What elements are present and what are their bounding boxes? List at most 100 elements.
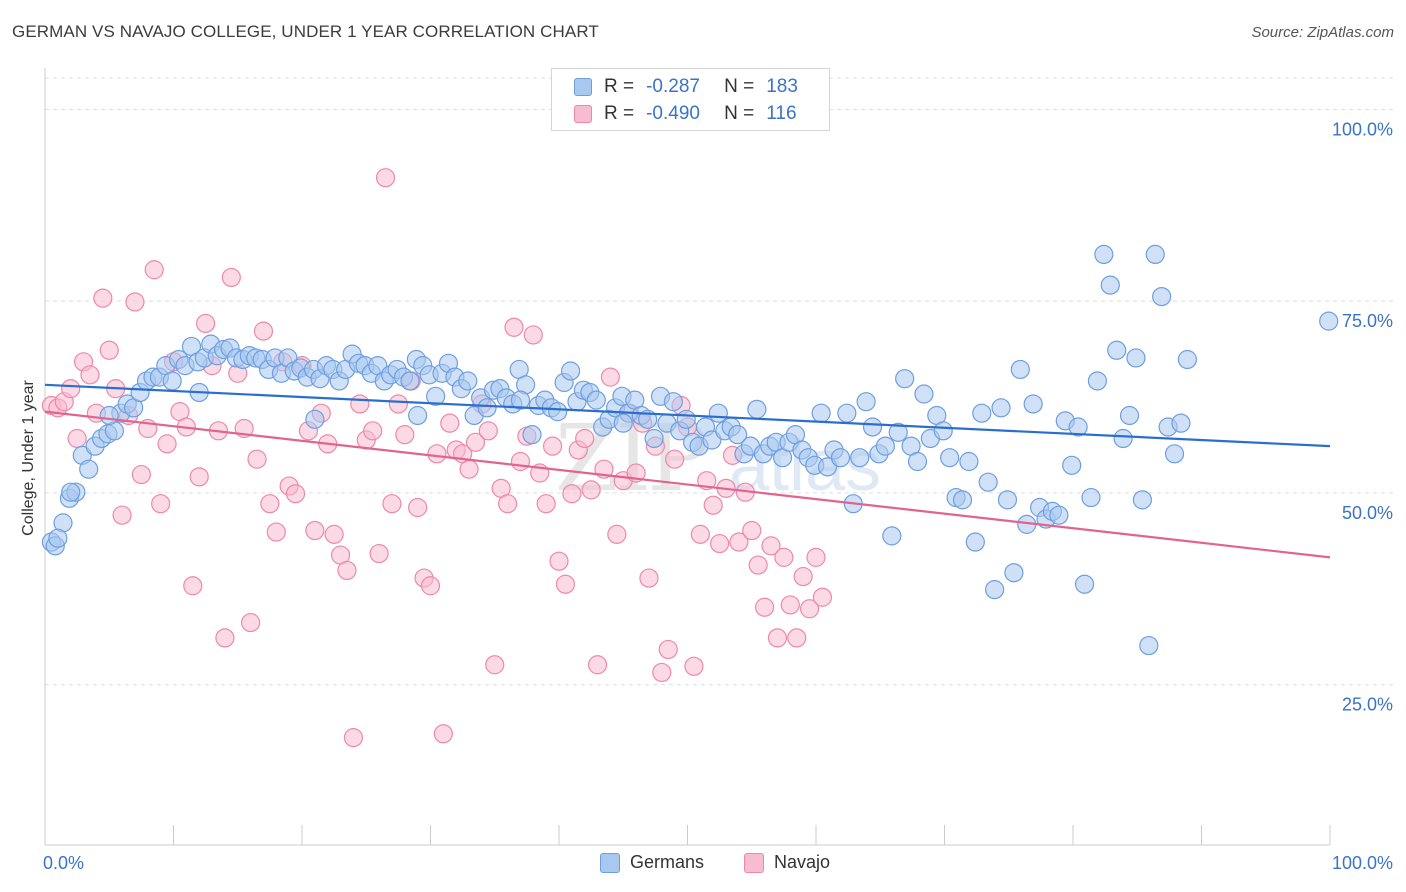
data-point bbox=[221, 267, 241, 288]
data-point bbox=[1068, 417, 1088, 437]
data-point bbox=[959, 451, 979, 472]
data-point bbox=[676, 409, 696, 429]
y-tick-label: 50.0% bbox=[1342, 503, 1393, 523]
series-germans bbox=[41, 244, 1339, 656]
data-point bbox=[914, 384, 934, 404]
data-point bbox=[408, 405, 428, 426]
legend-r-value: -0.287 bbox=[646, 76, 700, 97]
data-point bbox=[787, 628, 807, 648]
data-point bbox=[189, 467, 209, 487]
data-point bbox=[440, 413, 460, 433]
data-point bbox=[61, 379, 81, 399]
data-point bbox=[703, 495, 723, 515]
data-point bbox=[542, 436, 563, 456]
data-point bbox=[144, 260, 164, 280]
data-point bbox=[793, 566, 813, 587]
data-point bbox=[587, 655, 608, 675]
tick-labels: 25.0% 50.0% 75.0% 100.0% 0.0% 100.0% bbox=[43, 119, 1393, 873]
data-point bbox=[856, 392, 876, 412]
data-point bbox=[555, 574, 576, 594]
data-point bbox=[665, 449, 685, 469]
data-point bbox=[1145, 244, 1165, 265]
data-point bbox=[767, 628, 788, 648]
data-point bbox=[882, 526, 902, 546]
data-point bbox=[690, 524, 710, 544]
legend-n-label: N = bbox=[724, 103, 755, 124]
data-point bbox=[586, 390, 606, 410]
trend-lines bbox=[44, 383, 1331, 559]
data-point bbox=[61, 482, 81, 502]
data-point bbox=[510, 390, 531, 410]
data-point bbox=[972, 403, 992, 423]
data-point bbox=[1139, 635, 1159, 656]
data-point bbox=[888, 422, 908, 442]
data-point bbox=[112, 505, 132, 525]
data-point bbox=[997, 490, 1018, 510]
legend-row-germans: R = -0.287 N = 183 bbox=[574, 75, 798, 99]
data-point bbox=[285, 484, 306, 504]
data-point bbox=[780, 595, 800, 615]
data-point bbox=[427, 444, 447, 464]
data-point bbox=[991, 398, 1011, 418]
data-point bbox=[125, 292, 145, 312]
data-point bbox=[600, 367, 621, 387]
data-point bbox=[985, 579, 1005, 600]
data-point bbox=[343, 728, 363, 748]
data-point bbox=[80, 365, 100, 385]
legend-item-germans[interactable]: Germans bbox=[600, 852, 704, 873]
data-point bbox=[658, 639, 678, 660]
legend-row-navajo: R = -0.490 N = 116 bbox=[574, 102, 797, 126]
data-point bbox=[477, 398, 497, 418]
data-point bbox=[183, 576, 203, 596]
legend-item-navajo[interactable]: Navajo bbox=[744, 852, 830, 873]
data-point bbox=[663, 392, 683, 412]
data-point bbox=[837, 403, 857, 423]
data-point bbox=[560, 361, 581, 381]
data-point bbox=[549, 551, 569, 571]
data-point bbox=[728, 425, 748, 445]
x-tick-label: 100.0% bbox=[1332, 853, 1393, 873]
data-point bbox=[710, 533, 730, 554]
data-point bbox=[562, 484, 582, 504]
data-point bbox=[67, 428, 87, 449]
data-point bbox=[1081, 487, 1101, 508]
grid-lines bbox=[45, 77, 1396, 686]
legend-swatch-navajo bbox=[744, 852, 764, 873]
data-point bbox=[1171, 413, 1191, 433]
y-tick-label: 75.0% bbox=[1342, 311, 1393, 331]
data-point bbox=[748, 555, 768, 575]
data-point bbox=[1152, 286, 1172, 307]
data-point bbox=[952, 490, 973, 510]
data-point bbox=[420, 576, 441, 596]
correlation-legend: R = -0.287 N = 183 R = -0.490 N = 116 bbox=[551, 68, 830, 131]
data-point bbox=[196, 313, 216, 334]
legend-swatch-germans bbox=[600, 852, 620, 873]
data-point bbox=[363, 421, 383, 441]
data-point bbox=[215, 628, 235, 648]
data-point bbox=[639, 568, 659, 588]
data-point bbox=[504, 317, 524, 337]
legend-label-germans: Germans bbox=[630, 852, 705, 872]
data-point bbox=[774, 547, 794, 567]
data-point bbox=[1100, 275, 1120, 295]
data-point bbox=[388, 394, 408, 414]
data-point bbox=[162, 371, 182, 391]
data-point bbox=[151, 494, 171, 514]
data-point bbox=[895, 369, 915, 389]
data-point bbox=[375, 168, 396, 188]
data-point bbox=[1049, 505, 1069, 525]
data-point bbox=[548, 402, 568, 422]
data-point bbox=[1023, 394, 1043, 414]
data-point bbox=[305, 520, 325, 541]
data-point bbox=[799, 599, 820, 619]
data-point bbox=[510, 451, 531, 472]
data-point bbox=[644, 428, 664, 449]
data-point bbox=[754, 597, 775, 617]
data-point bbox=[157, 434, 177, 454]
data-point bbox=[305, 409, 325, 429]
legend-r-value: -0.490 bbox=[646, 103, 700, 124]
data-point bbox=[1062, 455, 1082, 475]
data-point bbox=[478, 421, 498, 441]
legend-n-value: 183 bbox=[766, 76, 798, 97]
data-point bbox=[575, 428, 595, 449]
